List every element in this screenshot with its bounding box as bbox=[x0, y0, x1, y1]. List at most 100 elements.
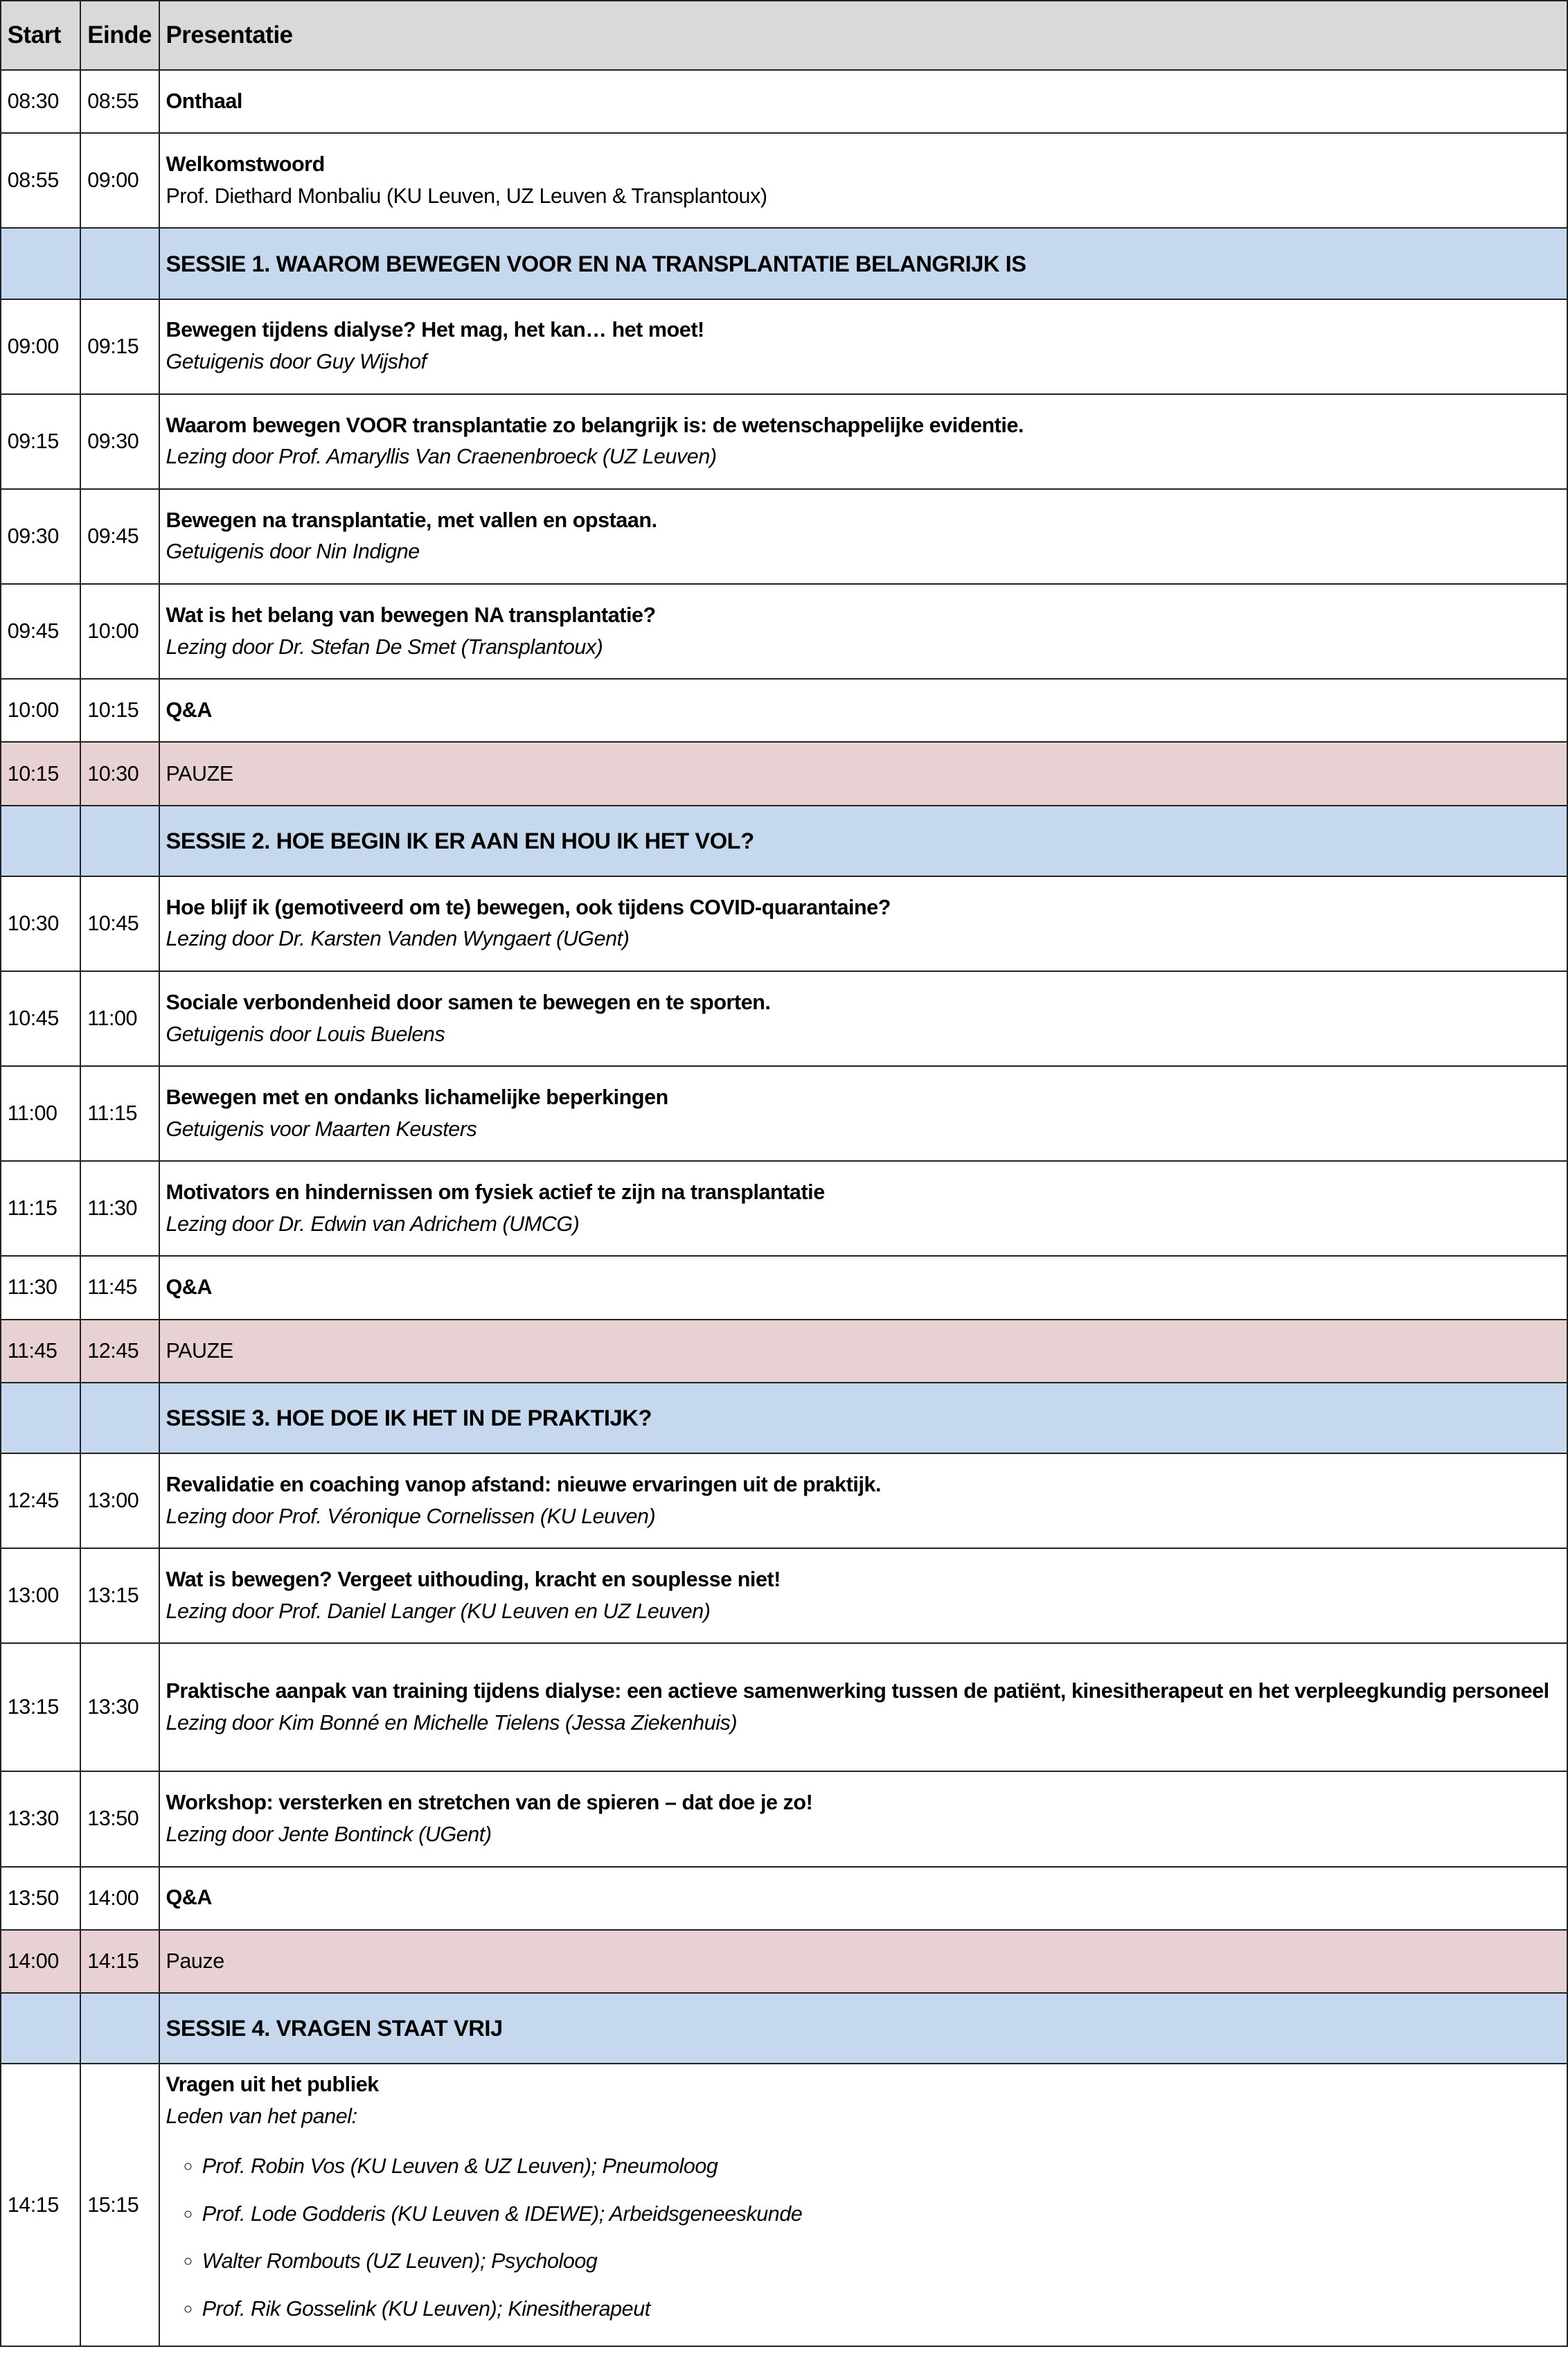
presenter: Getuigenis door Nin Indigne bbox=[166, 540, 420, 564]
table-row: 08:30 08:55 Onthaal bbox=[0, 69, 1568, 134]
start-time: 10:00 bbox=[0, 678, 82, 743]
presentation-title: Bewegen met en ondanks lichamelijke bepe… bbox=[166, 1085, 668, 1109]
header-start: Start bbox=[0, 0, 82, 71]
table-row: 10:45 11:00 Sociale verbondenheid door sam… bbox=[0, 970, 1568, 1067]
end-time: 09:15 bbox=[80, 298, 160, 395]
end-time: 14:15 bbox=[80, 1929, 160, 1994]
presenter: Leden van het panel: bbox=[166, 2104, 357, 2129]
end-time: 10:15 bbox=[80, 678, 160, 743]
table-row: 13:15 13:30 Praktische aanpak van training… bbox=[0, 1642, 1568, 1773]
presenter: Lezing door Kim Bonné en Michelle Tielen… bbox=[166, 1710, 738, 1735]
presentation-cell: Revalidatie en coaching vanop afstand: n… bbox=[158, 1453, 1568, 1550]
presenter: Lezing door Prof. Amaryllis Van Craenenb… bbox=[166, 445, 717, 469]
presentation-title: Bewegen tijdens dialyse? Het mag, het ka… bbox=[166, 318, 704, 342]
pause-label: Pauze bbox=[166, 1949, 224, 1973]
session-title: SESSIE 3. HOE DOE IK HET IN DE PRAKTIJK? bbox=[158, 1381, 1568, 1455]
table-row: 11:00 11:15 Bewegen met en ondanks lichame… bbox=[0, 1065, 1568, 1162]
pause-label: PAUZE bbox=[166, 761, 233, 786]
presentation-cell: Bewegen na transplantatie, met vallen en… bbox=[158, 488, 1568, 585]
presentation-title: Revalidatie en coaching vanop afstand: n… bbox=[166, 1472, 882, 1496]
start-time: 13:30 bbox=[0, 1771, 82, 1868]
end-time: 10:00 bbox=[80, 583, 160, 680]
presentation-cell: Praktische aanpak van training tijdens d… bbox=[158, 1642, 1568, 1773]
presentation-cell: PAUZE bbox=[158, 741, 1568, 806]
end-time: 08:55 bbox=[80, 69, 160, 134]
start-time: 09:00 bbox=[0, 298, 82, 395]
pause-row: 11:45 12:45 PAUZE bbox=[0, 1318, 1568, 1383]
header-einde: Einde bbox=[80, 0, 160, 71]
presentation-title: Q&A bbox=[166, 698, 212, 722]
presentation-cell: Motivators en hindernissen om fysiek act… bbox=[158, 1160, 1568, 1257]
end-time: 13:00 bbox=[80, 1453, 160, 1550]
empty-cell bbox=[0, 227, 82, 300]
session-title: SESSIE 1. WAAROM BEWEGEN VOOR EN NA TRAN… bbox=[158, 227, 1568, 300]
end-time: 11:15 bbox=[80, 1065, 160, 1162]
presenter: Getuigenis door Louis Buelens bbox=[166, 1022, 445, 1046]
start-time: 09:15 bbox=[0, 393, 82, 490]
start-time: 10:30 bbox=[0, 875, 82, 973]
presentation-cell: Waarom bewegen VOOR transplantatie zo be… bbox=[158, 393, 1568, 490]
empty-cell bbox=[0, 1992, 82, 2065]
table-row: 13:50 14:00 Q&A bbox=[0, 1865, 1568, 1931]
presentation-cell: Q&A bbox=[158, 1255, 1568, 1320]
pause-row: 14:00 14:15 Pauze bbox=[0, 1929, 1568, 1994]
start-time: 14:00 bbox=[0, 1929, 82, 1994]
table-row: 12:45 13:00 Revalidatie en coaching vanop … bbox=[0, 1453, 1568, 1550]
start-time: 08:30 bbox=[0, 69, 82, 134]
presentation-cell: Onthaal bbox=[158, 69, 1568, 134]
presentation-cell: Hoe blijf ik (gemotiveerd om te) bewegen… bbox=[158, 875, 1568, 973]
session-row: SESSIE 1. WAAROM BEWEGEN VOOR EN NA TRAN… bbox=[0, 227, 1568, 300]
table-row: 14:15 15:15 Vragen uit het publiek Leden va… bbox=[0, 2063, 1568, 2347]
session-title: SESSIE 4. VRAGEN STAAT VRIJ bbox=[158, 1992, 1568, 2065]
start-time: 13:15 bbox=[0, 1642, 82, 1773]
empty-cell bbox=[80, 1992, 160, 2065]
table-row: 09:45 10:00 Wat is het belang van bewegen … bbox=[0, 583, 1568, 680]
table-row: 08:55 09:00 Welkomstwoord Prof. Diethard Mo… bbox=[0, 132, 1568, 229]
table-header-row: Start Einde Presentatie bbox=[0, 0, 1568, 71]
end-time: 15:15 bbox=[80, 2063, 160, 2347]
panel-member: Prof. Lode Godderis (KU Leuven & IDEWE);… bbox=[202, 2199, 1561, 2231]
table-row: 09:00 09:15 Bewegen tijdens dialyse? Het m… bbox=[0, 298, 1568, 395]
start-time: 09:30 bbox=[0, 488, 82, 585]
presentation-cell: Wat is bewegen? Vergeet uithouding, krac… bbox=[158, 1548, 1568, 1645]
end-time: 10:45 bbox=[80, 875, 160, 973]
start-time: 11:15 bbox=[0, 1160, 82, 1257]
empty-cell bbox=[80, 227, 160, 300]
presentation-title: Wat is het belang van bewegen NA transpl… bbox=[166, 603, 656, 627]
end-time: 10:30 bbox=[80, 741, 160, 806]
table-row: 13:00 13:15 Wat is bewegen? Vergeet uithou… bbox=[0, 1548, 1568, 1645]
presenter: Lezing door Dr. Edwin van Adrichem (UMCG… bbox=[166, 1212, 580, 1236]
presenter: Lezing door Dr. Karsten Vanden Wyngaert … bbox=[166, 927, 630, 951]
table-row: 09:15 09:30 Waarom bewegen VOOR transplant… bbox=[0, 393, 1568, 490]
presentation-cell: Bewegen met en ondanks lichamelijke bepe… bbox=[158, 1065, 1568, 1162]
presentation-cell: Q&A bbox=[158, 1865, 1568, 1931]
presentation-title: Vragen uit het publiek bbox=[166, 2073, 379, 2097]
presentation-cell: Bewegen tijdens dialyse? Het mag, het ka… bbox=[158, 298, 1568, 395]
panel-member: Prof. Robin Vos (KU Leuven & UZ Leuven);… bbox=[202, 2151, 1561, 2183]
table-row: 10:30 10:45 Hoe blijf ik (gemotiveerd om t… bbox=[0, 875, 1568, 973]
presentation-cell: Workshop: versterken en stretchen van de… bbox=[158, 1771, 1568, 1868]
end-time: 11:45 bbox=[80, 1255, 160, 1320]
session-title: SESSIE 2. HOE BEGIN IK ER AAN EN HOU IK … bbox=[158, 804, 1568, 877]
start-time: 13:50 bbox=[0, 1865, 82, 1931]
end-time: 13:50 bbox=[80, 1771, 160, 1868]
presenter: Getuigenis voor Maarten Keusters bbox=[166, 1117, 477, 1141]
empty-cell bbox=[0, 1381, 82, 1455]
presentation-title: Welkomstwoord bbox=[166, 152, 325, 177]
end-time: 14:00 bbox=[80, 1865, 160, 1931]
presenter: Prof. Diethard Monbaliu (KU Leuven, UZ L… bbox=[166, 184, 767, 208]
presentation-title: Bewegen na transplantatie, met vallen en… bbox=[166, 508, 657, 532]
start-time: 09:45 bbox=[0, 583, 82, 680]
empty-cell bbox=[80, 1381, 160, 1455]
end-time: 11:00 bbox=[80, 970, 160, 1067]
presenter: Lezing door Dr. Stefan De Smet (Transpla… bbox=[166, 635, 603, 659]
header-presentatie: Presentatie bbox=[158, 0, 1568, 71]
table-row: 10:00 10:15 Q&A bbox=[0, 678, 1568, 743]
start-time: 11:00 bbox=[0, 1065, 82, 1162]
session-row: SESSIE 2. HOE BEGIN IK ER AAN EN HOU IK … bbox=[0, 804, 1568, 877]
presenter: Lezing door Prof. Véronique Cornelissen … bbox=[166, 1504, 656, 1528]
presentation-title: Sociale verbondenheid door samen te bewe… bbox=[166, 990, 771, 1014]
session-row: SESSIE 4. VRAGEN STAAT VRIJ bbox=[0, 1992, 1568, 2065]
session-row: SESSIE 3. HOE DOE IK HET IN DE PRAKTIJK? bbox=[0, 1381, 1568, 1455]
